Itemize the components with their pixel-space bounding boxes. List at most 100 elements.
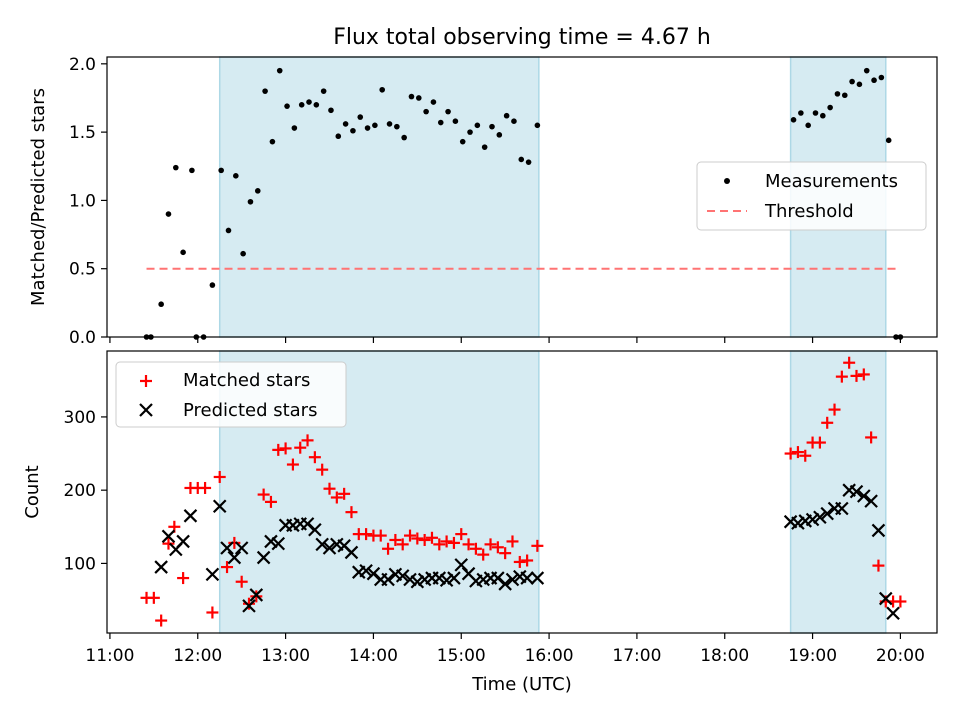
measurement-point-59 <box>820 112 826 119</box>
measurement-point-7 <box>189 167 195 174</box>
bottom-x-ticks: 11:00 12:00 13:00 14:00 15:00 16:00 17:00 18:00… <box>85 633 925 666</box>
predicted-star-point-4 <box>176 534 190 549</box>
matched-star-point-41 <box>433 538 446 551</box>
measurement-point-19 <box>276 67 283 74</box>
matched-star-point-63 <box>843 356 856 369</box>
bottom-shaded-interval-2 <box>789 350 887 634</box>
matched-star-point-14 <box>235 575 248 588</box>
matched-star-point-29 <box>345 506 358 519</box>
predicted-star-point-64 <box>878 591 893 606</box>
x-tick-label-7: 17:00 <box>612 646 661 666</box>
measurement-point-14 <box>240 250 246 257</box>
predicted-star-point-39 <box>447 571 461 585</box>
ratio-panel: 0.00.51.01.52.0 Matched/Predicted stars … <box>28 55 938 348</box>
predicted-star-point-10 <box>234 541 249 555</box>
bottom-y-axis-label: Count <box>22 465 43 518</box>
matched-star-point-60 <box>821 416 834 429</box>
predicted-star-point-6 <box>205 567 220 582</box>
matched-star-point-12 <box>221 561 234 574</box>
measurement-point-48 <box>489 123 495 130</box>
x-tick-label-9: 19:00 <box>788 646 837 666</box>
matched-star-point-52 <box>513 555 526 568</box>
measurement-point-5 <box>173 164 179 171</box>
measurement-point-20 <box>284 103 290 109</box>
matched-star-point-67 <box>872 559 885 572</box>
measurement-point-10 <box>209 282 216 288</box>
top-y-tick-label-1: 0.0 <box>69 328 96 348</box>
predicted-star-point-63 <box>871 523 886 538</box>
x-tick-label-2: 12:00 <box>173 646 222 666</box>
measurement-point-41 <box>437 119 444 126</box>
measurement-point-35 <box>394 123 400 130</box>
top-y-tick-label-2: 0.5 <box>69 260 96 280</box>
matched-star-point-64 <box>850 369 863 382</box>
measurement-point-62 <box>841 92 848 99</box>
matched-star-point-3 <box>155 614 168 627</box>
top-y-ticks: 0.0 0.5 1.0 1.5 2.0 <box>69 55 107 348</box>
predicted-star-point-55 <box>813 510 827 525</box>
measurement-point-6 <box>180 249 186 256</box>
measurement-point-26 <box>328 107 334 114</box>
top-shaded-intervals <box>218 56 887 338</box>
predicted-star-point-30 <box>381 572 395 587</box>
measurement-point-44 <box>459 138 466 145</box>
matched-star-point-44 <box>455 528 468 541</box>
matched-star-point-62 <box>835 370 848 383</box>
predicted-star-point-7 <box>212 499 227 514</box>
bottom-y-tick-label-3: 300 <box>64 408 96 428</box>
x-tick-label-6: 16:00 <box>525 646 574 666</box>
matched-star-point-20 <box>279 442 292 455</box>
predicted-star-point-32 <box>395 569 410 583</box>
predicted-star-point-5 <box>183 509 198 523</box>
measurement-point-61 <box>834 91 841 97</box>
measurement-point-31 <box>364 125 371 131</box>
predicted-star-point-46 <box>498 577 512 591</box>
top-shaded-interval-1 <box>218 56 540 338</box>
legend-predicted-label: Predicted stars <box>183 400 317 421</box>
chart-title: Flux total observing time = 4.67 h <box>333 25 711 50</box>
matched-star-point-65 <box>857 368 870 381</box>
matched-star-point-25 <box>316 463 329 476</box>
matched-star-point-55 <box>784 447 797 460</box>
measurement-point-63 <box>849 78 855 85</box>
predicted-star-point-49 <box>520 571 534 585</box>
predicted-star-point-2 <box>161 529 176 544</box>
measurement-point-15 <box>247 198 254 205</box>
matched-star-point-36 <box>396 538 409 551</box>
measurement-points <box>143 67 904 340</box>
measurement-point-50 <box>503 112 510 119</box>
predicted-star-point-22 <box>322 541 337 555</box>
predicted-star-point-56 <box>820 506 834 521</box>
measurement-point-12 <box>225 227 232 234</box>
predicted-star-point-50 <box>530 571 545 585</box>
matched-star-point-57 <box>799 449 812 462</box>
measurement-point-27 <box>335 133 342 140</box>
predicted-star-point-20 <box>308 522 322 537</box>
predicted-star-point-62 <box>864 494 878 508</box>
x-tick-label-1: 11:00 <box>85 646 134 666</box>
matched-star-point-22 <box>294 441 307 454</box>
matched-star-point-9 <box>199 481 212 494</box>
measurement-point-51 <box>511 118 517 124</box>
x-axis-label: Time (UTC) <box>471 674 572 695</box>
measurement-point-18 <box>269 138 276 145</box>
predicted-star-point-12 <box>249 588 264 602</box>
x-tick-label-3: 13:00 <box>261 646 310 666</box>
matched-star-point-48 <box>484 538 497 551</box>
top-axes-frame <box>106 56 938 338</box>
predicted-star-point-9 <box>227 550 242 565</box>
matched-star-point-53 <box>521 554 534 567</box>
legend-matched-marker <box>140 375 152 387</box>
x-tick-label-4: 14:00 <box>349 646 398 666</box>
measurement-point-3 <box>158 301 164 308</box>
matched-star-point-66 <box>865 431 878 444</box>
legend-measurements-marker <box>724 178 730 184</box>
predicted-star-point-15 <box>271 536 286 551</box>
matched-star-point-13 <box>228 536 241 549</box>
matched-star-point-34 <box>382 542 395 555</box>
measurement-point-22 <box>298 102 305 108</box>
x-tick-label-5: 15:00 <box>437 646 486 666</box>
measurement-point-67 <box>878 74 885 81</box>
measurement-point-30 <box>357 114 364 120</box>
matched-star-point-42 <box>440 535 453 548</box>
